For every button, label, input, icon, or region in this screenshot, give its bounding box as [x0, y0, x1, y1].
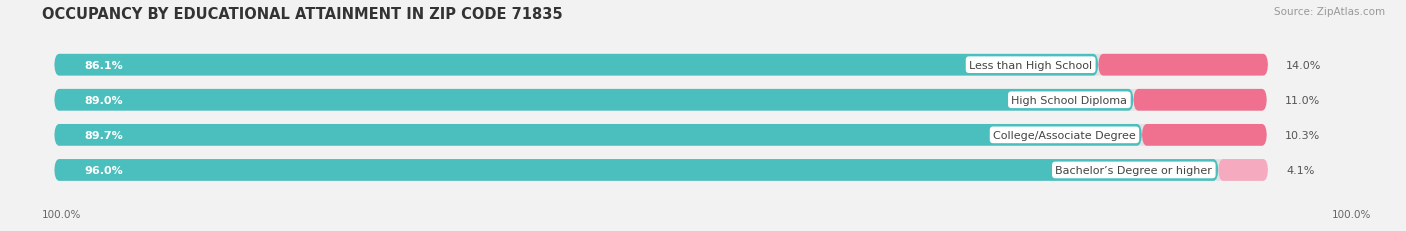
FancyBboxPatch shape	[55, 125, 1267, 146]
Text: 10.3%: 10.3%	[1285, 130, 1320, 140]
FancyBboxPatch shape	[55, 90, 1267, 111]
Text: High School Diploma: High School Diploma	[1011, 95, 1128, 105]
Text: 89.0%: 89.0%	[84, 95, 124, 105]
Text: 100.0%: 100.0%	[42, 210, 82, 219]
Text: 11.0%: 11.0%	[1285, 95, 1320, 105]
Text: College/Associate Degree: College/Associate Degree	[993, 130, 1136, 140]
Text: 89.7%: 89.7%	[84, 130, 124, 140]
Text: 100.0%: 100.0%	[1331, 210, 1371, 219]
Text: 4.1%: 4.1%	[1286, 165, 1315, 175]
Text: Bachelor’s Degree or higher: Bachelor’s Degree or higher	[1056, 165, 1212, 175]
Text: 14.0%: 14.0%	[1286, 61, 1322, 70]
FancyBboxPatch shape	[55, 55, 1267, 76]
FancyBboxPatch shape	[1133, 90, 1267, 111]
Text: 96.0%: 96.0%	[84, 165, 124, 175]
Text: Less than High School: Less than High School	[969, 61, 1092, 70]
Text: OCCUPANCY BY EDUCATIONAL ATTAINMENT IN ZIP CODE 71835: OCCUPANCY BY EDUCATIONAL ATTAINMENT IN Z…	[42, 7, 562, 22]
FancyBboxPatch shape	[55, 159, 1219, 181]
FancyBboxPatch shape	[55, 90, 1133, 111]
FancyBboxPatch shape	[55, 125, 1142, 146]
FancyBboxPatch shape	[1219, 159, 1268, 181]
FancyBboxPatch shape	[55, 159, 1267, 181]
Text: Source: ZipAtlas.com: Source: ZipAtlas.com	[1274, 7, 1385, 17]
Text: 86.1%: 86.1%	[84, 61, 124, 70]
FancyBboxPatch shape	[1098, 55, 1268, 76]
FancyBboxPatch shape	[1142, 125, 1267, 146]
FancyBboxPatch shape	[55, 55, 1098, 76]
